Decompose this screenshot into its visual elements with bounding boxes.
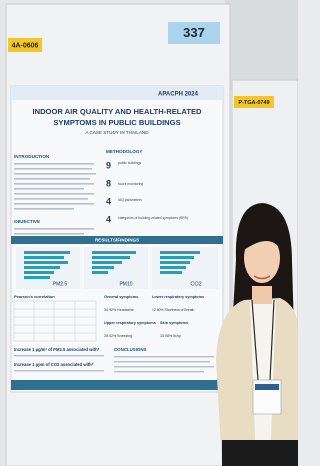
subtitle: A CASE STUDY IN THAILAND [85, 130, 149, 135]
shape [24, 251, 70, 254]
shape [14, 183, 94, 185]
symptom-group: Lower respiratory symptoms [152, 295, 204, 299]
method-text: categories of building-related symptoms … [118, 216, 188, 220]
method-text: hours monitoring [118, 182, 143, 186]
section-heading: INTRODUCTION [14, 154, 50, 159]
symptom-result: 33.08% Itchy [160, 334, 181, 338]
shape [24, 271, 54, 274]
shape [160, 271, 182, 274]
shape [160, 261, 190, 264]
symptom-group: General symptoms [104, 295, 138, 299]
title-line: SYMPTOMS IN PUBLIC BUILDINGS [53, 118, 180, 127]
method-number: 4 [106, 196, 111, 206]
shape [92, 261, 122, 264]
ceiling-area [225, 0, 298, 90]
shape [92, 251, 136, 254]
shape [14, 168, 92, 170]
shape [24, 261, 68, 264]
shape [252, 286, 272, 304]
poster-footer [11, 380, 223, 390]
section-heading: OBJECTIVE [14, 219, 40, 224]
shape [222, 440, 298, 466]
shape [160, 256, 194, 259]
shape [92, 266, 114, 269]
shape [24, 256, 64, 259]
method-number: 9 [106, 160, 111, 170]
finding: Increase 1 ppm of CO2 associated with* [14, 362, 94, 367]
method-number: 8 [106, 178, 111, 188]
method-number: 4 [106, 214, 111, 224]
shape [24, 266, 60, 269]
section-heading: RESULTS/FINDINGS [95, 238, 139, 243]
shape [14, 188, 84, 190]
shape [114, 361, 210, 362]
section-heading: METHODOLOGY [106, 149, 143, 154]
finding: Increase 1 µg/m³ of PM2.5 associated wit… [14, 347, 100, 352]
shape [14, 163, 94, 165]
board-number: 337 [183, 25, 205, 40]
board-id: 4A-0606 [12, 42, 39, 49]
shape [114, 371, 204, 372]
shape [14, 178, 90, 180]
symptom-group: Skin symptoms [160, 321, 188, 325]
shape [255, 384, 279, 390]
shape [14, 208, 74, 210]
conference: APACPH 2024 [158, 92, 199, 98]
shape [114, 366, 214, 367]
chart-label: PM10 [119, 281, 132, 287]
symptom-group: Upper respiratory symptoms [104, 321, 156, 325]
shape [14, 173, 96, 175]
shape [14, 370, 104, 371]
chart-label: CO2 [190, 281, 201, 287]
mini-charts [16, 247, 218, 289]
shape [14, 198, 88, 200]
shape [14, 228, 94, 230]
symptom-result: 34.92% Headache [104, 308, 134, 312]
title-line: INDOOR AIR QUALITY AND HEALTH-RELATED [32, 107, 202, 116]
section-heading: CONCLUSIONS [114, 347, 147, 352]
shape [160, 251, 200, 254]
symptom-result: 25.42% Sneezing [104, 334, 132, 338]
neighbor-id: P-TGA-0749 [238, 100, 269, 106]
shape [160, 266, 186, 269]
chart-label: PM2.5 [53, 281, 68, 287]
shape [14, 203, 94, 205]
shape [114, 356, 214, 357]
method-text: IAQ parameters [118, 198, 142, 202]
shape [14, 355, 104, 356]
shape [14, 193, 94, 195]
method-text: public buildings [118, 161, 141, 165]
photo: 4A-0606 337 P-TGA-0749 APACPH 2024 INDOO… [0, 0, 298, 466]
symptom-result: 12.50% Shortness of Breath [152, 308, 195, 312]
shape [14, 233, 84, 235]
shape [24, 276, 50, 279]
shape [92, 271, 108, 274]
shape [92, 256, 130, 259]
table-title: Pearson's correlation [14, 294, 55, 299]
